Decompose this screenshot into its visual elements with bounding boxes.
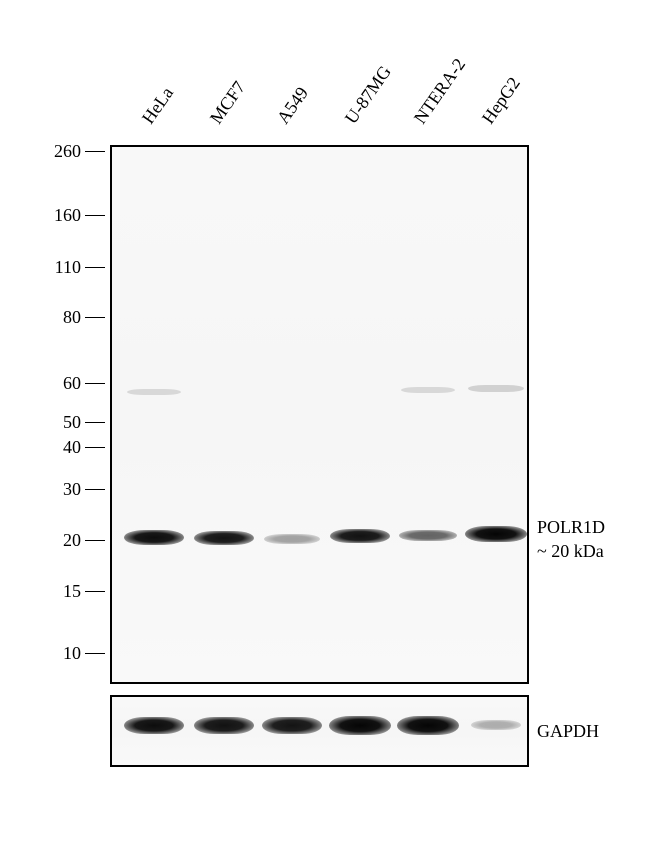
protein-band (194, 531, 254, 545)
target-protein-label: POLR1D (537, 516, 605, 539)
nonspecific-band (468, 385, 524, 392)
lane-label: A549 (273, 83, 313, 128)
mw-tick (85, 447, 105, 449)
mw-value: 30 (51, 479, 81, 500)
mw-ladder-mark: 15 (51, 581, 105, 602)
mw-value: 160 (51, 205, 81, 226)
mw-ladder-mark: 20 (51, 530, 105, 551)
lane-label: MCF7 (206, 77, 250, 128)
mw-ladder-mark: 80 (51, 307, 105, 328)
lane-label: NTERA-2 (410, 55, 470, 128)
mw-ladder-mark: 30 (51, 479, 105, 500)
lane-label: HepG2 (478, 73, 525, 128)
mw-value: 40 (51, 437, 81, 458)
mw-tick (85, 267, 105, 269)
protein-band (471, 720, 521, 730)
membrane-background (112, 147, 527, 682)
mw-tick (85, 591, 105, 593)
protein-band (465, 526, 527, 542)
protein-band (194, 717, 254, 734)
mw-value: 110 (51, 257, 81, 278)
western-blot-figure: HeLa MCF7 A549 U-87MG NTERA-2 HepG2 260 1… (45, 30, 605, 830)
mw-value: 10 (51, 643, 81, 664)
protein-band (262, 717, 322, 734)
mw-value: 60 (51, 373, 81, 394)
lane-label: U-87MG (341, 62, 396, 128)
mw-value: 260 (51, 141, 81, 162)
lane-labels-row: HeLa MCF7 A549 U-87MG NTERA-2 HepG2 (115, 30, 525, 140)
nonspecific-band (401, 387, 455, 393)
protein-band (329, 716, 391, 735)
mw-tick (85, 215, 105, 217)
loading-control-label: GAPDH (537, 720, 599, 743)
lane-label: HeLa (138, 83, 178, 128)
protein-band (397, 716, 459, 735)
mw-ladder-mark: 110 (51, 257, 105, 278)
target-mw-label: ~ 20 kDa (537, 540, 604, 563)
mw-ladder-mark: 40 (51, 437, 105, 458)
gapdh-blot-membrane (110, 695, 529, 767)
mw-ladder-mark: 60 (51, 373, 105, 394)
mw-ladder-mark: 10 (51, 643, 105, 664)
mw-value: 20 (51, 530, 81, 551)
mw-tick (85, 422, 105, 424)
protein-band (124, 717, 184, 734)
mw-tick (85, 383, 105, 385)
mw-value: 80 (51, 307, 81, 328)
main-blot-membrane (110, 145, 529, 684)
mw-tick (85, 317, 105, 319)
mw-ladder-mark: 50 (51, 412, 105, 433)
mw-tick (85, 653, 105, 655)
protein-band (124, 530, 184, 545)
mw-tick (85, 489, 105, 491)
protein-band (330, 529, 390, 543)
mw-ladder-mark: 260 (51, 141, 105, 162)
nonspecific-band (127, 389, 181, 395)
mw-tick (85, 151, 105, 153)
protein-band (399, 530, 457, 541)
mw-tick (85, 540, 105, 542)
mw-ladder-mark: 160 (51, 205, 105, 226)
mw-value: 15 (51, 581, 81, 602)
mw-value: 50 (51, 412, 81, 433)
protein-band (264, 534, 320, 544)
